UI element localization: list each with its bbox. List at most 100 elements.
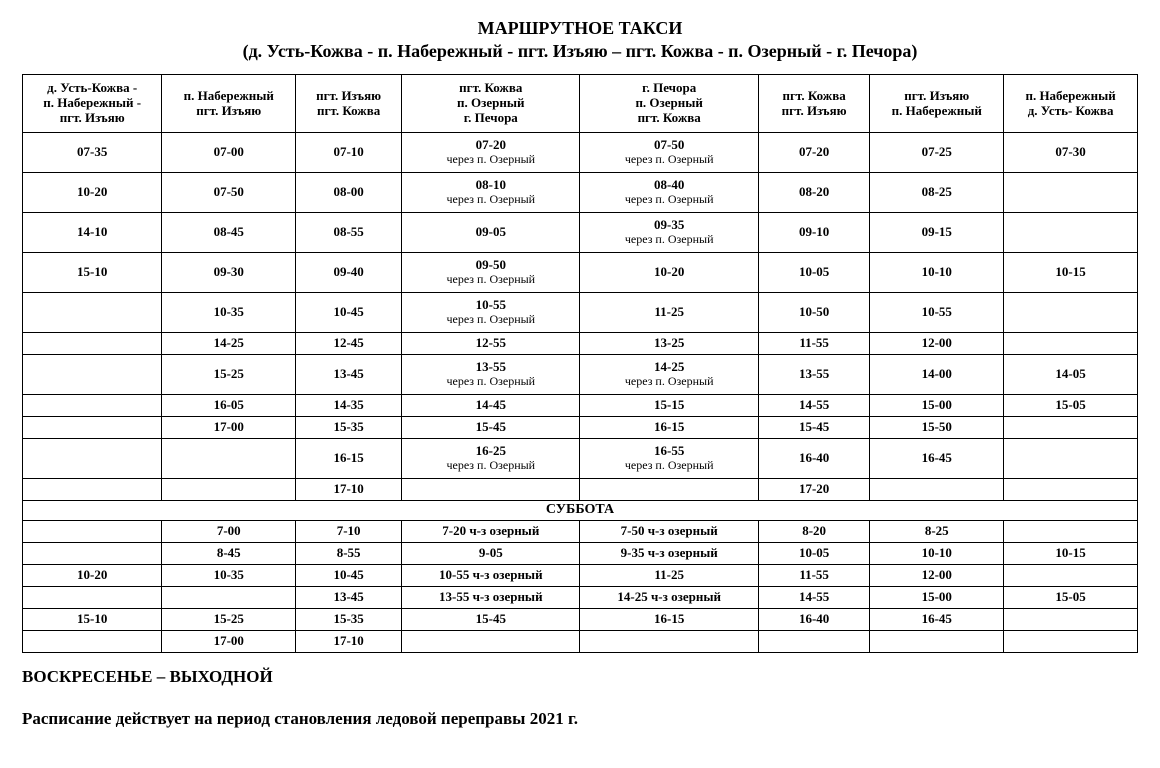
table-cell: 14-25 xyxy=(162,333,296,355)
table-cell xyxy=(1004,417,1138,439)
table-row: 13-4513-55 ч-з озерный14-25 ч-з озерный1… xyxy=(23,587,1138,609)
table-cell: 09-30 xyxy=(162,253,296,293)
table-cell xyxy=(23,631,162,653)
table-cell xyxy=(1004,439,1138,479)
table-cell: 15-25 xyxy=(162,355,296,395)
col-header-3: пгт. Кожвап. Озерныйг. Печора xyxy=(402,75,580,133)
table-cell: 8-45 xyxy=(162,543,296,565)
table-cell: 15-00 xyxy=(870,395,1004,417)
table-cell: 16-40 xyxy=(758,609,870,631)
table-cell: 13-45 xyxy=(296,355,402,395)
table-row: 8-458-559-059-35 ч-з озерный10-0510-1010… xyxy=(23,543,1138,565)
table-cell: 10-20 xyxy=(23,565,162,587)
table-cell: 15-35 xyxy=(296,417,402,439)
table-cell: 11-25 xyxy=(580,565,758,587)
table-cell: 7-00 xyxy=(162,521,296,543)
table-cell: 7-20 ч-з озерный xyxy=(402,521,580,543)
table-header: д. Усть-Кожва -п. Набережный -пгт. Изъяю… xyxy=(23,75,1138,133)
table-cell: 8-25 xyxy=(870,521,1004,543)
table-cell: 17-10 xyxy=(296,479,402,501)
col-header-0: д. Усть-Кожва -п. Набережный -пгт. Изъяю xyxy=(23,75,162,133)
table-cell: 10-20 xyxy=(23,173,162,213)
table-cell: 10-55 xyxy=(870,293,1004,333)
table-row: 16-1516-25через п. Озерный16-55через п. … xyxy=(23,439,1138,479)
footer-validity: Расписание действует на период становлен… xyxy=(22,709,1138,729)
table-cell: 17-10 xyxy=(296,631,402,653)
table-cell xyxy=(162,587,296,609)
table-row: 14-1008-4508-5509-0509-35через п. Озерны… xyxy=(23,213,1138,253)
table-cell: 10-10 xyxy=(870,543,1004,565)
table-cell: 10-55 ч-з озерный xyxy=(402,565,580,587)
table-cell: 14-00 xyxy=(870,355,1004,395)
table-cell: 08-45 xyxy=(162,213,296,253)
table-cell xyxy=(402,631,580,653)
page-subtitle: (д. Усть-Кожва - п. Набережный - пгт. Из… xyxy=(22,41,1138,62)
table-cell: 10-05 xyxy=(758,253,870,293)
table-cell: 16-25через п. Озерный xyxy=(402,439,580,479)
table-cell: 09-15 xyxy=(870,213,1004,253)
table-cell: 16-45 xyxy=(870,609,1004,631)
table-cell: 7-10 xyxy=(296,521,402,543)
table-cell: 13-55через п. Озерный xyxy=(402,355,580,395)
col-header-7: п. Набережныйд. Усть- Кожва xyxy=(1004,75,1138,133)
table-cell: 14-10 xyxy=(23,213,162,253)
table-cell xyxy=(870,631,1004,653)
table-row: 14-2512-4512-5513-2511-5512-00 xyxy=(23,333,1138,355)
table-cell: 13-55 ч-з озерный xyxy=(402,587,580,609)
table-row: 10-2010-3510-4510-55 ч-з озерный11-2511-… xyxy=(23,565,1138,587)
table-row: 15-2513-4513-55через п. Озерный14-25чере… xyxy=(23,355,1138,395)
table-cell: 15-50 xyxy=(870,417,1004,439)
table-cell: 07-30 xyxy=(1004,133,1138,173)
table-cell xyxy=(1004,479,1138,501)
table-cell: 12-45 xyxy=(296,333,402,355)
table-cell: 14-55 xyxy=(758,587,870,609)
table-cell: 08-55 xyxy=(296,213,402,253)
table-cell: 10-15 xyxy=(1004,253,1138,293)
table-cell: 15-05 xyxy=(1004,587,1138,609)
table-body-saturday: 7-007-107-20 ч-з озерный7-50 ч-з озерный… xyxy=(23,521,1138,653)
table-cell: 17-00 xyxy=(162,631,296,653)
col-header-5: пгт. Кожвапгт. Изъяю xyxy=(758,75,870,133)
table-cell: 07-00 xyxy=(162,133,296,173)
table-cell: 15-05 xyxy=(1004,395,1138,417)
table-cell: 08-10через п. Озерный xyxy=(402,173,580,213)
table-cell: 16-55через п. Озерный xyxy=(580,439,758,479)
table-cell: 14-35 xyxy=(296,395,402,417)
table-cell: 11-25 xyxy=(580,293,758,333)
table-cell: 16-15 xyxy=(580,417,758,439)
table-cell xyxy=(162,479,296,501)
table-cell xyxy=(1004,213,1138,253)
table-cell: 15-45 xyxy=(402,609,580,631)
table-row: 16-0514-3514-4515-1514-5515-0015-05 xyxy=(23,395,1138,417)
table-cell: 14-05 xyxy=(1004,355,1138,395)
table-cell xyxy=(1004,333,1138,355)
table-cell: 11-55 xyxy=(758,565,870,587)
saturday-label: СУББОТА xyxy=(23,501,1138,521)
table-cell xyxy=(23,543,162,565)
col-header-2: пгт. Изъяюпгт. Кожва xyxy=(296,75,402,133)
col-header-4: г. Печорап. Озерныйпгт. Кожва xyxy=(580,75,758,133)
table-cell: 08-20 xyxy=(758,173,870,213)
table-cell: 14-45 xyxy=(402,395,580,417)
table-row: 10-2007-5008-0008-10через п. Озерный08-4… xyxy=(23,173,1138,213)
table-row: 07-3507-0007-1007-20через п. Озерный07-5… xyxy=(23,133,1138,173)
table-row: 15-1009-3009-4009-50через п. Озерный10-2… xyxy=(23,253,1138,293)
table-cell: 11-55 xyxy=(758,333,870,355)
table-cell: 10-50 xyxy=(758,293,870,333)
table-cell: 10-05 xyxy=(758,543,870,565)
table-cell: 15-00 xyxy=(870,587,1004,609)
table-cell: 14-25через п. Озерный xyxy=(580,355,758,395)
table-cell: 07-35 xyxy=(23,133,162,173)
table-cell xyxy=(870,479,1004,501)
table-cell: 07-10 xyxy=(296,133,402,173)
table-cell xyxy=(1004,521,1138,543)
table-cell xyxy=(23,479,162,501)
table-cell: 16-15 xyxy=(580,609,758,631)
table-cell: 15-25 xyxy=(162,609,296,631)
table-cell: 09-10 xyxy=(758,213,870,253)
table-cell xyxy=(23,293,162,333)
table-cell: 9-05 xyxy=(402,543,580,565)
table-cell: 16-15 xyxy=(296,439,402,479)
table-cell: 17-00 xyxy=(162,417,296,439)
table-row: 17-0017-10 xyxy=(23,631,1138,653)
